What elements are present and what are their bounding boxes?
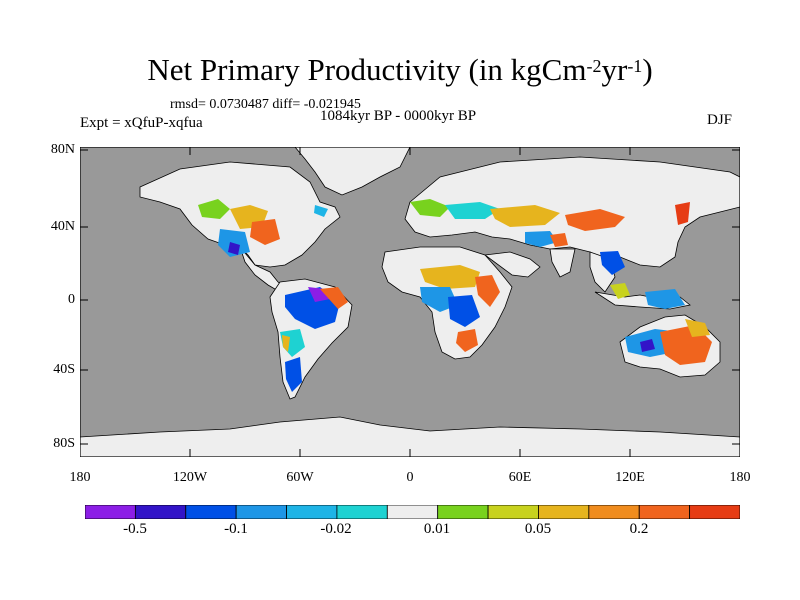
lon-label-180e: 180 [729,470,751,485]
lat-label-80n: 80N [50,142,75,157]
colorbar-label: 0.05 [524,521,552,537]
colorbar-label: -0.5 [123,521,147,537]
season-label: DJF [707,112,733,128]
colorbar-swatch [286,505,338,519]
lat-label-40s: 40S [53,362,75,377]
lon-ticks [189,147,631,457]
colorbar-swatch [235,505,287,519]
lat-label-40n: 40N [50,219,75,234]
world-map [80,147,740,457]
antarctica-land [80,416,740,457]
colorbar-label: -0.1 [224,521,248,537]
colorbar-swatch [185,505,237,519]
colorbar-swatch [85,505,136,519]
lon-label-120e: 120E [615,470,645,485]
lon-label-0: 0 [406,470,414,485]
lon-label-60w: 60W [286,470,314,485]
colorbar-swatch [588,505,640,519]
lon-label-60e: 60E [508,470,532,485]
rmsd-diff-text: rmsd= 0.0730487 diff= -0.021945 [170,97,361,112]
lon-label-120w: 120W [172,470,208,485]
npp-anomaly-patches [198,199,712,392]
greenland-arctic-land [294,147,411,196]
colorbar-swatch [437,505,489,519]
period-label: 1084kyr BP - 0000kyr BP [320,108,477,124]
colorbar-label: -0.02 [320,521,352,537]
experiment-label: Expt = xQfuP-xqfua [80,115,203,131]
colorbar [85,505,740,519]
colorbar-swatch [336,505,388,519]
lon-label-180w: 180 [69,470,91,485]
plot-title: Net Primary Productivity (in kgCm-2yr-1) [147,52,653,87]
colorbar-swatch [689,505,740,519]
lat-label-80s: 80S [53,436,75,451]
lat-label-0: 0 [68,292,75,307]
lat-ticks [80,149,740,445]
colorbar-swatch [487,505,539,519]
colorbar-label: 0.2 [629,521,649,537]
colorbar-label: 0.01 [423,521,451,537]
colorbar-swatch [538,505,590,519]
eurasia-land [404,156,740,268]
colorbar-swatch [638,505,691,519]
colorbar-swatch [134,505,187,519]
colorbar-swatch [386,505,439,519]
